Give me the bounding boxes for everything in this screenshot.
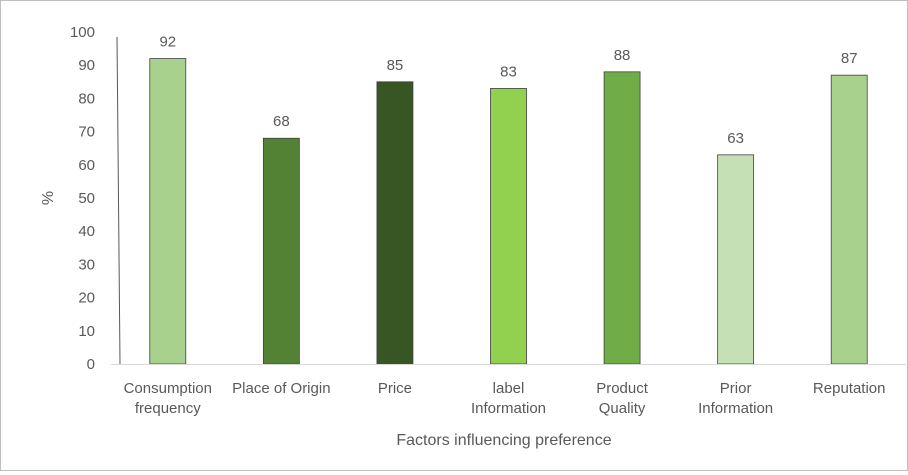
category-label: Product Quality — [596, 380, 649, 417]
y-axis-line — [116, 36, 121, 365]
y-tick-label: 40 — [78, 223, 95, 240]
bar — [830, 74, 868, 365]
y-tick-label: 30 — [78, 256, 95, 273]
category-label-line: Information — [698, 400, 773, 417]
y-tick-label: 50 — [78, 190, 95, 207]
bar — [490, 88, 527, 365]
category-label: Consumption frequency — [124, 380, 212, 417]
data-label: 92 — [159, 34, 176, 51]
category-label-line: Reputation — [813, 380, 886, 397]
bar — [717, 154, 755, 365]
data-label: 68 — [273, 113, 290, 130]
y-tick-label: 60 — [78, 157, 95, 174]
x-axis-labels: Consumption frequency Place of Origin Price… — [124, 380, 886, 417]
category-label: Price — [378, 380, 412, 397]
category-label: label Information — [471, 380, 546, 417]
y-tick-label: 0 — [87, 356, 95, 373]
bars — [149, 58, 868, 365]
data-label: 87 — [841, 50, 858, 67]
data-label: 83 — [500, 63, 517, 80]
y-tick-label: 20 — [78, 290, 95, 307]
y-tick-label: 100 — [70, 24, 95, 41]
y-tick-label: 10 — [78, 323, 95, 340]
category-label-line: label — [493, 380, 525, 397]
bar — [149, 58, 187, 365]
bar — [376, 81, 414, 365]
category-label: Place of Origin — [232, 380, 330, 397]
y-axis-title: % — [40, 191, 57, 205]
bar — [262, 137, 300, 365]
category-label-line: Quality — [599, 400, 646, 417]
category-label-line: Information — [471, 400, 546, 417]
y-tick-label: 70 — [78, 124, 95, 141]
y-tick-label: 90 — [78, 57, 95, 74]
y-axis-ticks: 0 10 20 30 40 50 60 70 80 90 100 — [70, 24, 95, 373]
category-label: Prior Information — [698, 380, 773, 417]
data-labels: 92 68 85 83 88 63 87 — [159, 34, 857, 147]
category-label-line: Place of Origin — [232, 380, 330, 397]
x-axis-title: Factors influencing preference — [396, 432, 611, 449]
category-label-line: Prior — [720, 380, 752, 397]
category-label: Reputation — [813, 380, 886, 397]
bar — [603, 71, 641, 365]
y-tick-label: 80 — [78, 90, 95, 107]
category-label-line: frequency — [135, 400, 201, 417]
data-label: 85 — [387, 57, 404, 74]
category-label-line: Consumption — [124, 380, 212, 397]
category-label-line: Product — [596, 380, 649, 397]
category-label-line: Price — [378, 380, 412, 397]
data-label: 63 — [727, 130, 744, 147]
data-label: 88 — [614, 47, 631, 64]
